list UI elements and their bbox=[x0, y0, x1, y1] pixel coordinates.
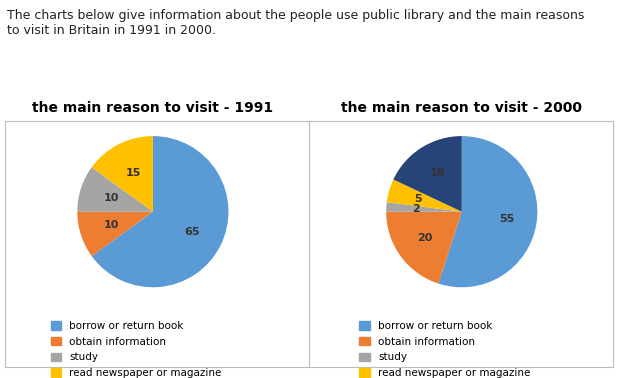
Wedge shape bbox=[92, 136, 228, 287]
Wedge shape bbox=[393, 136, 462, 212]
Wedge shape bbox=[386, 202, 462, 212]
Text: 65: 65 bbox=[184, 226, 200, 237]
Wedge shape bbox=[77, 167, 153, 212]
Legend: borrow or return book, obtain information, study, read newspaper or magazine: borrow or return book, obtain informatio… bbox=[49, 319, 224, 378]
Wedge shape bbox=[387, 180, 462, 212]
Text: 55: 55 bbox=[499, 214, 514, 224]
Title: the main reason to visit - 1991: the main reason to visit - 1991 bbox=[32, 101, 273, 115]
Text: 10: 10 bbox=[104, 193, 119, 203]
Wedge shape bbox=[386, 212, 462, 284]
Text: 20: 20 bbox=[417, 233, 433, 243]
Wedge shape bbox=[439, 136, 537, 287]
Text: 10: 10 bbox=[104, 220, 119, 230]
Text: 5: 5 bbox=[414, 194, 422, 204]
Text: 18: 18 bbox=[430, 168, 445, 178]
Text: 2: 2 bbox=[412, 204, 421, 214]
Text: The charts below give information about the people use public library and the ma: The charts below give information about … bbox=[7, 9, 585, 37]
Wedge shape bbox=[77, 212, 153, 256]
Title: the main reason to visit - 2000: the main reason to visit - 2000 bbox=[341, 101, 582, 115]
Text: 15: 15 bbox=[125, 167, 140, 178]
Wedge shape bbox=[92, 136, 153, 212]
Legend: borrow or return book, obtain information, study, read newspaper or magazine, bo: borrow or return book, obtain informatio… bbox=[358, 319, 533, 378]
